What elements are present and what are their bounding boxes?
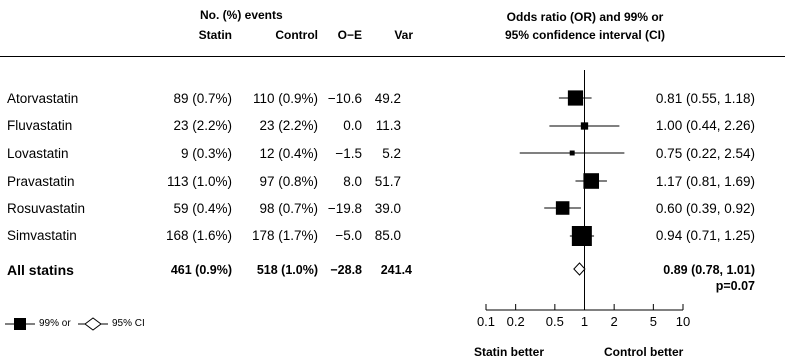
summary-ci-text: 0.89 (0.78, 1.01) (663, 263, 755, 277)
oe-value: −5.0 (335, 228, 362, 243)
summary-control-events: 518 (1.0%) (256, 263, 318, 277)
oe-value: −19.8 (327, 201, 362, 216)
var-value: 85.0 (374, 228, 401, 243)
study-name: Simvastatin (7, 228, 77, 243)
or-box (580, 122, 589, 130)
control-better-label: Control better (604, 345, 684, 359)
ci-text: 1.00 (0.44, 2.26) (655, 118, 755, 133)
x-tick-label: 0.1 (477, 314, 495, 329)
ci95-legend-label: 95% CI (112, 318, 145, 329)
oe-value: −10.6 (327, 91, 362, 106)
or-box (571, 226, 592, 246)
or-title-line1: Odds ratio (OR) and 99% or (506, 10, 664, 24)
control-events: 110 (0.9%) (252, 91, 318, 106)
study-name: Fluvastatin (7, 118, 73, 133)
control-events: 12 (0.4%) (259, 146, 318, 161)
var-value: 39.0 (374, 201, 401, 216)
ci95-legend-icon (78, 317, 108, 331)
header-rule (0, 56, 785, 57)
control-events: 23 (2.2%) (259, 118, 318, 133)
x-tick-label: 0.2 (507, 314, 525, 329)
statin-better-label: Statin better (474, 345, 545, 359)
control-events: 97 (0.8%) (259, 174, 318, 189)
or-box (555, 201, 570, 215)
x-tick-label: 10 (676, 314, 690, 329)
oe-value: 8.0 (343, 174, 362, 189)
study-name: Pravastatin (7, 174, 75, 189)
or-box (567, 90, 584, 106)
control-events: 178 (1.7%) (251, 228, 318, 243)
statin-column-header: Statin (198, 28, 232, 42)
oe-column-header: O−E (337, 28, 362, 42)
x-tick-label: 2 (611, 314, 618, 329)
summary-diamond (573, 262, 586, 276)
or-box (583, 173, 600, 189)
ci-text: 1.17 (0.81, 1.69) (655, 174, 755, 189)
summary-statin-events: 461 (0.9%) (170, 263, 232, 277)
oe-value: −1.5 (335, 146, 362, 161)
statin-events: 9 (0.3%) (180, 146, 232, 161)
ci-text: 0.94 (0.71, 1.25) (655, 228, 755, 243)
or-title-line2: 95% confidence interval (CI) (504, 28, 666, 42)
x-tick-label: 5 (650, 314, 657, 329)
ci99-legend-icon (5, 318, 35, 330)
statin-events: 59 (0.4%) (173, 201, 232, 216)
control-events: 98 (0.7%) (259, 201, 318, 216)
study-name: Lovastatin (7, 146, 69, 161)
or-box (569, 150, 575, 156)
ci-text: 0.75 (0.22, 2.54) (655, 146, 755, 161)
statin-events: 23 (2.2%) (173, 118, 232, 133)
ci-text: 0.60 (0.39, 0.92) (655, 201, 755, 216)
var-value: 49.2 (374, 91, 401, 106)
statin-events: 89 (0.7%) (173, 91, 232, 106)
summary-var-value: 241.4 (380, 263, 412, 277)
oe-value: 0.0 (343, 118, 362, 133)
x-tick-label: 1 (581, 314, 588, 329)
control-column-header: Control (275, 28, 318, 42)
var-value: 51.7 (374, 174, 401, 189)
study-name: Rosuvastatin (7, 201, 86, 216)
statin-events: 168 (1.6%) (165, 228, 232, 243)
var-column-header: Var (394, 28, 413, 42)
summary-name: All statins (7, 262, 74, 278)
events-group-header: No. (%) events (200, 8, 283, 22)
var-value: 5.2 (382, 146, 401, 161)
ci-text: 0.81 (0.55, 1.18) (655, 91, 755, 106)
statin-events: 113 (1.0%) (166, 174, 232, 189)
study-name: Atorvastatin (7, 91, 79, 106)
ci99-legend-label: 99% or (39, 318, 71, 329)
summary-oe-value: −28.8 (330, 263, 362, 277)
x-tick-label: 0.5 (546, 314, 564, 329)
var-value: 11.3 (375, 118, 401, 133)
summary-p-value: p=0.07 (715, 279, 755, 293)
